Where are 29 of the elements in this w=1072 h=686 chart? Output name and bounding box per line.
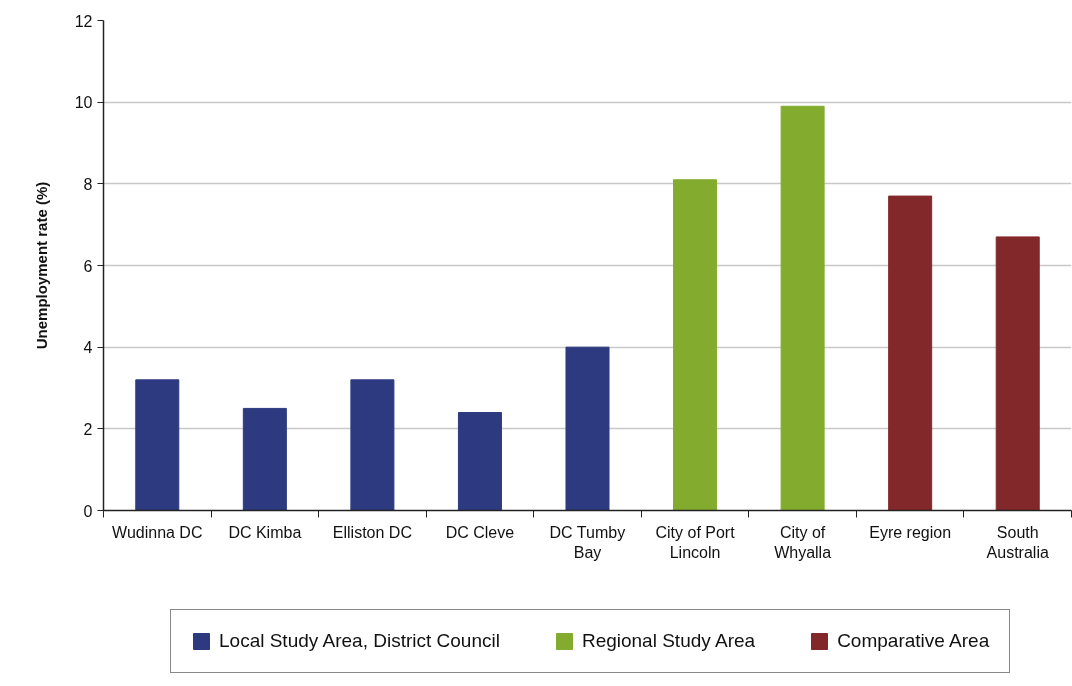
x-tick-label: City of Port Lincoln xyxy=(655,523,736,561)
y-axis-title: Unemployment rate (%) xyxy=(32,181,50,350)
x-tick-label: City of Whyalla xyxy=(774,523,832,561)
y-tick-label: 4 xyxy=(83,339,93,357)
y-tick-label: 6 xyxy=(83,257,93,275)
bar xyxy=(673,179,718,511)
legend-label: Regional Study Area xyxy=(581,630,756,652)
x-tick-label: South Australia xyxy=(986,523,1049,561)
x-tick-label: DC Tumby Bay xyxy=(549,523,626,561)
bar xyxy=(995,236,1040,511)
y-tick-label: 0 xyxy=(83,502,93,520)
bar xyxy=(242,407,287,511)
bar xyxy=(780,105,825,511)
bar xyxy=(135,379,180,511)
y-tick-label: 10 xyxy=(74,94,93,112)
x-tick-label: Elliston DC xyxy=(332,523,412,541)
legend-label: Local Study Area, District Council xyxy=(219,630,500,652)
x-tick-label: DC Kimba xyxy=(228,523,302,541)
bar xyxy=(565,346,610,511)
x-tick-label: DC Cleve xyxy=(445,523,515,541)
bar xyxy=(888,195,933,511)
y-tick-label: 2 xyxy=(83,420,93,438)
bar xyxy=(457,412,502,511)
x-tick-label: Eyre region xyxy=(869,523,952,541)
bar xyxy=(350,379,395,511)
y-tick-label: 12 xyxy=(74,12,93,30)
x-tick-label: Wudinna DC xyxy=(112,523,203,541)
y-tick-label: 8 xyxy=(83,175,93,193)
legend-label: Comparative Area xyxy=(837,630,990,652)
